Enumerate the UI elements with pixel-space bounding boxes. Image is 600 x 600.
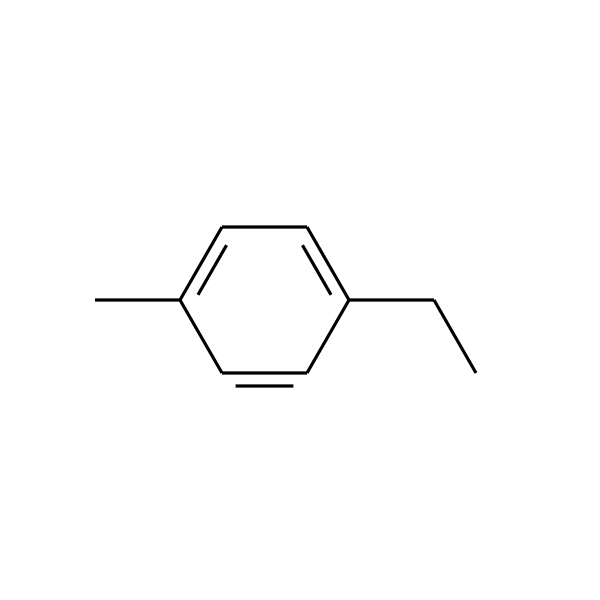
bond-line [307,300,349,373]
bond-line [434,300,476,373]
bond-line [180,300,222,373]
molecule-diagram [0,0,600,600]
bond-line [198,245,227,295]
bond-line [302,245,331,295]
